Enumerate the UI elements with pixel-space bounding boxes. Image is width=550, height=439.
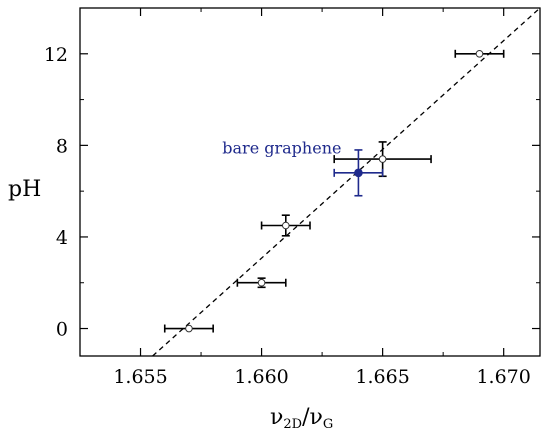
x-tick-label: 1.660 [234,366,288,388]
x-axis-label-nu-2: ν [310,405,323,430]
x-tick-label: 1.665 [355,366,409,388]
data-point [185,324,193,333]
x-axis-label-sub-g: G [323,417,333,432]
data-point [475,49,484,58]
y-tick-label: 8 [56,135,68,157]
y-axis-label: pH [8,177,41,202]
x-axis-label-slash: / [302,405,310,430]
y-tick-label: 0 [56,319,68,341]
y-tick-label: 4 [56,227,68,249]
data-point [257,278,266,287]
x-tick-label: 1.670 [476,366,530,388]
x-axis-label-sub-2d: 2D [283,417,302,432]
data-point [378,155,387,163]
x-axis-label: ν2D/νG [270,405,333,432]
x-tick-label: 1.655 [113,366,167,388]
data-point [281,221,290,230]
fit-line [152,8,540,356]
x-axis-label-nu: ν [270,405,283,430]
data-point-bare-graphene [354,168,363,178]
plot-frame [79,7,541,357]
annotation-bare-graphene: bare graphene [222,138,341,157]
y-tick-label: 12 [44,44,68,66]
